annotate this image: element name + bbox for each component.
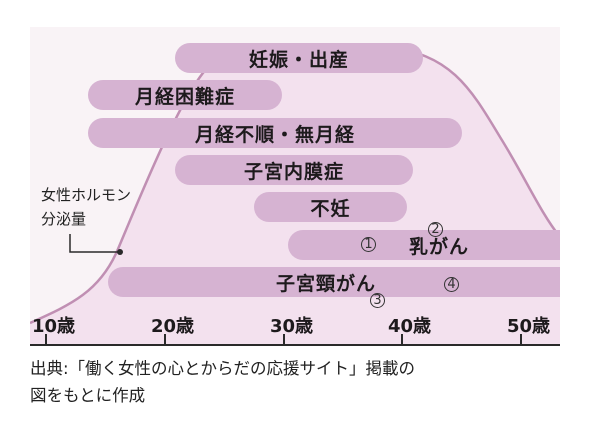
marker-number: 4	[447, 277, 456, 292]
bar-label: 妊娠・出産	[248, 48, 349, 71]
bar-endometriosis: 子宮内膜症	[175, 155, 413, 185]
tick-label-40: 40歳	[388, 316, 432, 337]
tick-label-20: 20歳	[151, 316, 195, 337]
bar-cervical-cancer: 子宮頸がん	[108, 267, 560, 297]
source-caption: 出典:「働く女性の心とからだの応援サイト」掲載の 図をもとに作成	[30, 355, 415, 409]
leader-line-icon	[69, 234, 123, 255]
marker-2: 2	[428, 222, 443, 237]
bar-label: 月経不順・無月経	[194, 123, 355, 146]
bar-label: 不妊	[310, 197, 351, 220]
bar-breast-cancer: 乳がん	[288, 230, 560, 260]
bar-dysmenorrhea: 月経困難症	[88, 80, 282, 110]
bar-label: 子宮頸がん	[275, 272, 376, 295]
marker-number: 3	[373, 293, 382, 308]
tick-40	[401, 334, 403, 345]
tick-20	[164, 334, 166, 345]
hormone-label-line2: 分泌量	[41, 210, 87, 228]
x-axis	[30, 344, 560, 346]
tick-label-50: 50歳	[507, 316, 551, 337]
tick-label-30: 30歳	[270, 316, 314, 337]
tick-50	[520, 334, 522, 345]
tick-30	[283, 334, 285, 345]
bar-infertility: 不妊	[254, 192, 407, 222]
bar-label: 子宮内膜症	[243, 160, 344, 183]
tick-10	[45, 334, 47, 345]
hormone-label-line1: 女性ホルモン	[41, 186, 132, 204]
source-line2: 図をもとに作成	[30, 386, 146, 405]
bar-pregnancy-childbirth: 妊娠・出産	[175, 43, 423, 73]
marker-3: 3	[370, 293, 385, 308]
marker-number: 1	[364, 237, 373, 252]
bar-label: 月経困難症	[134, 85, 235, 108]
source-line1: 出典:「働く女性の心とからだの応援サイト」掲載の	[30, 359, 416, 378]
bar-menstrual-irregularity: 月経不順・無月経	[88, 118, 462, 148]
tick-label-10: 10歳	[32, 316, 76, 337]
marker-4: 4	[444, 277, 459, 292]
bar-label: 乳がん	[408, 235, 469, 258]
hormone-label: 女性ホルモン 分泌量	[41, 183, 131, 231]
marker-number: 2	[431, 222, 440, 237]
marker-1: 1	[361, 237, 376, 252]
